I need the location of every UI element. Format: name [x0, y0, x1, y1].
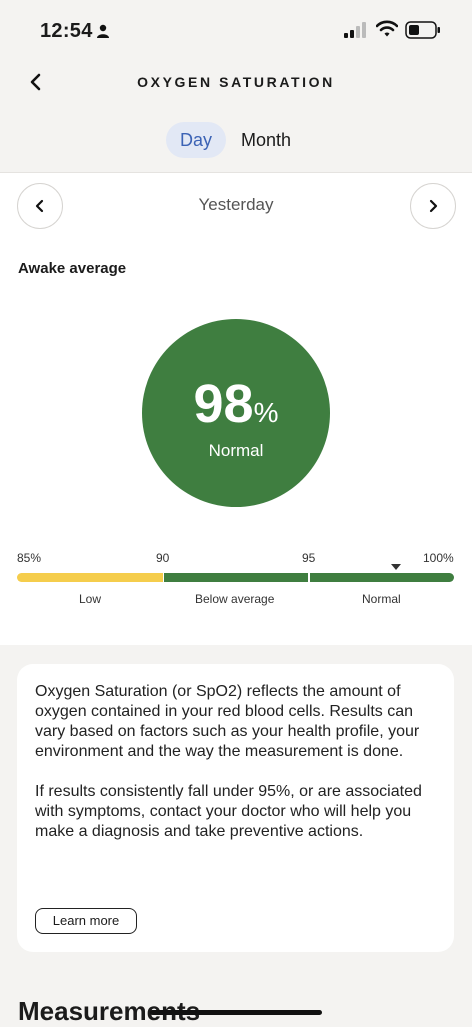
info-paragraph: Oxygen Saturation (or SpO2) reflects the…	[35, 683, 420, 760]
page-title: OXYGEN SATURATION	[137, 74, 335, 90]
scale-tick-100: 100%	[423, 551, 454, 565]
wifi-icon	[376, 20, 398, 37]
tab-month[interactable]: Month	[240, 130, 292, 150]
home-indicator[interactable]	[150, 1010, 322, 1015]
range-label-below-average: Below average	[195, 592, 275, 606]
info-text: Oxygen Saturation (or SpO2) reflects the…	[35, 682, 443, 862]
range-label-low: Low	[79, 592, 102, 606]
status-bar: 12:54	[0, 0, 472, 60]
chevron-right-icon	[429, 199, 438, 213]
spo2-number: 98	[193, 374, 254, 434]
summary-card: Yesterday Awake average 98% Normal 85% 9…	[0, 172, 472, 645]
range-scale-bar	[17, 573, 454, 582]
spo2-unit: %	[253, 397, 279, 428]
battery-icon	[405, 21, 440, 39]
learn-more-button[interactable]: Learn more	[35, 908, 137, 934]
period-tabs: Day Month	[0, 122, 472, 160]
range-label-normal: Normal	[362, 592, 401, 606]
tab-day[interactable]: Day	[166, 122, 226, 158]
range-normal-segment	[310, 573, 454, 582]
next-day-button[interactable]	[410, 183, 456, 229]
chevron-left-icon	[30, 73, 41, 91]
spo2-value-circle: 98% Normal	[142, 319, 330, 507]
scale-tick-85: 85%	[17, 551, 42, 565]
range-below-average-segment	[164, 573, 308, 582]
scale-tick-95: 95	[302, 551, 316, 565]
previous-day-button[interactable]	[17, 183, 63, 229]
range-low-segment	[17, 573, 163, 582]
status-time: 12:54	[40, 20, 93, 42]
date-label: Yesterday	[198, 195, 274, 214]
navigation-bar: OXYGEN SATURATION	[0, 60, 472, 106]
spo2-status: Normal	[208, 441, 264, 460]
info-card: Oxygen Saturation (or SpO2) reflects the…	[17, 664, 454, 952]
back-button[interactable]	[24, 70, 48, 94]
cellular-signal-icon	[344, 22, 366, 38]
info-paragraph: If results consistently fall under 95%, …	[35, 783, 422, 840]
current-value-marker-icon	[391, 564, 401, 570]
awake-average-label: Awake average	[18, 260, 127, 277]
chevron-left-icon	[35, 199, 44, 213]
spo2-value: 98%	[142, 373, 330, 435]
person-icon	[97, 24, 109, 38]
scale-tick-90: 90	[156, 551, 170, 565]
